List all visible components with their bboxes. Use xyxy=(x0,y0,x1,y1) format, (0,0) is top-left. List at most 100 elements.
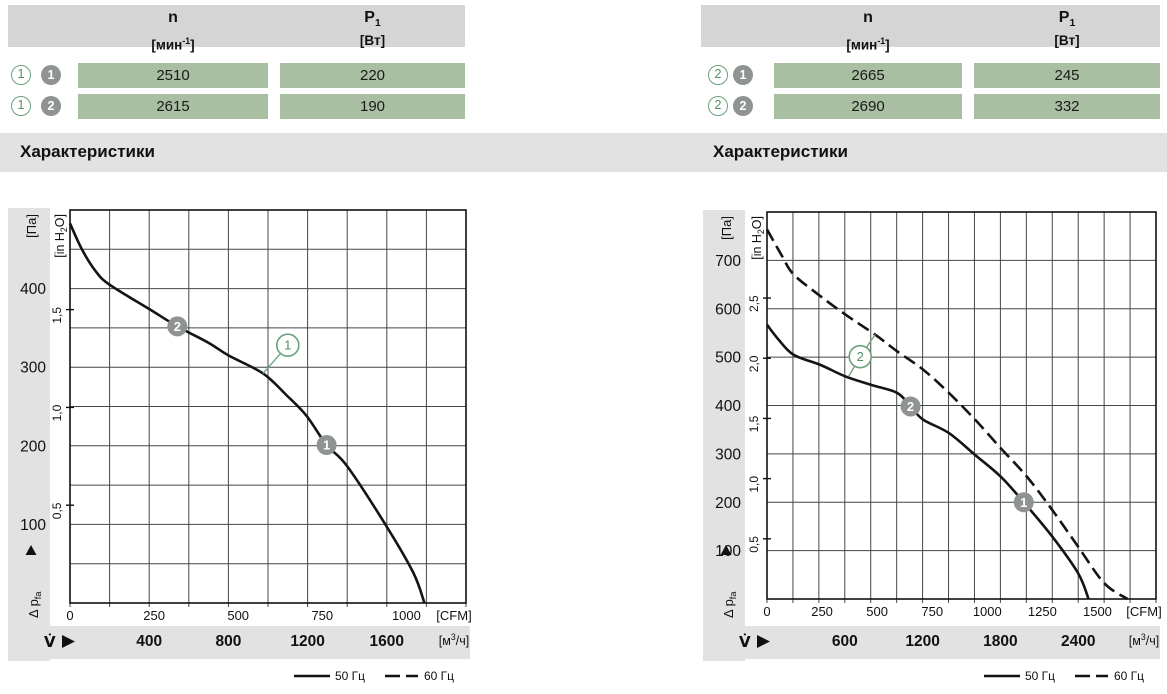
x-axis-tick-label-cfm: 0 xyxy=(66,608,73,623)
y-axis-tick-label-pa: 400 xyxy=(715,398,741,415)
y-axis-tick-label-pa: 500 xyxy=(715,350,741,367)
point-number-badge: 1 xyxy=(41,65,61,85)
operating-point-number: 2 xyxy=(174,319,181,334)
x-axis-unit-m3h: [м3/ч] xyxy=(1129,632,1159,648)
curve-number-badge: 1 xyxy=(11,96,31,116)
column-header-p1: P1 [Вт] xyxy=(280,8,465,49)
pressure-axis-symbol: Δ pfa xyxy=(26,591,43,618)
x-axis-tick-label-cfm: 500 xyxy=(866,604,888,619)
x-axis-tick-label-m3h: 800 xyxy=(215,633,241,650)
pressure-axis-arrow-icon xyxy=(720,545,732,555)
column-header-n-symbol: n xyxy=(168,9,178,26)
y-axis-tick-label-pa: 600 xyxy=(715,301,741,318)
table-header: n [мин-1] P1 [Вт] xyxy=(8,5,465,53)
x-axis-tick-label-cfm: 250 xyxy=(811,604,833,619)
curve-label-leader-line xyxy=(865,334,876,348)
y-axis-unit-pa: [Па] xyxy=(719,216,734,240)
x-axis-tick-label-m3h: 1800 xyxy=(983,633,1017,650)
pressure-axis-arrow-icon xyxy=(25,545,37,555)
curve-label-circle xyxy=(848,344,873,369)
y-axis-tick-label-inh2o: 0,5 xyxy=(50,502,64,519)
operating-point-marker xyxy=(1013,492,1034,513)
y-axis-unit-pa: [Па] xyxy=(24,214,39,238)
right-speed-power-table: n [мин-1] P1 [Вт] 2 1 2665 245 2 2 2690 … xyxy=(701,5,1160,125)
y-axis-label-strip xyxy=(703,210,745,661)
x-axis-tick-label-m3h: 1200 xyxy=(290,633,324,650)
y-axis-tick-label-pa: 200 xyxy=(715,495,741,512)
operating-point-marker xyxy=(167,316,188,337)
curve-number-badge: 1 xyxy=(11,65,31,85)
x-axis-tick-label-cfm: 750 xyxy=(311,608,333,623)
x-axis-tick-label-m3h: 1600 xyxy=(370,633,404,650)
x-axis-tick-label-cfm: 0 xyxy=(763,604,770,619)
n-value-cell: 2615 xyxy=(78,94,268,119)
x-axis-tick-label-m3h: 400 xyxy=(136,633,162,650)
x-axis-tick-label-cfm: 1000 xyxy=(392,608,421,623)
p1-value-cell: 245 xyxy=(974,63,1160,88)
y-axis-unit-inh2o: [in H2O] xyxy=(750,216,766,260)
column-header-p1-unit: [Вт] xyxy=(1054,33,1080,49)
plot-frame xyxy=(69,209,467,604)
p1-value-cell: 220 xyxy=(280,63,465,88)
column-header-p1-symbol: P1 xyxy=(1058,9,1076,30)
x-axis-tick-label-cfm: 250 xyxy=(143,608,165,623)
x-axis-unit-m3h: [м3/ч] xyxy=(439,632,469,648)
section-title-right: Характеристики xyxy=(713,142,848,161)
left-speed-power-table: n [мин-1] P1 [Вт] 1 1 2510 220 1 2 2615 … xyxy=(8,5,465,125)
column-header-n-unit: [мин-1] xyxy=(846,36,890,53)
x-axis-tick-label-cfm: 1250 xyxy=(1028,604,1057,619)
x-axis-label-strip xyxy=(703,626,1160,659)
operating-point-number: 1 xyxy=(1020,495,1027,510)
y-axis-tick-label-pa: 200 xyxy=(20,438,46,455)
x-axis-tick-label-cfm: 750 xyxy=(921,604,943,619)
x-axis-tick-label-m3h: 600 xyxy=(832,633,858,650)
y-axis-unit-inh2o: [in H2O] xyxy=(53,214,69,258)
p1-value-cell: 332 xyxy=(974,94,1160,119)
y-axis-tick-label-inh2o: 2,0 xyxy=(747,355,761,372)
n-value-cell: 2510 xyxy=(78,63,268,88)
x-axis-tick-label-m3h: 1200 xyxy=(905,633,939,650)
y-axis-tick-label-inh2o: 1,0 xyxy=(50,404,64,421)
x-axis-label-strip xyxy=(8,626,470,659)
column-header-n-symbol: n xyxy=(863,9,873,26)
x-axis-tick-label-cfm: 500 xyxy=(227,608,249,623)
column-header-p1-symbol: P1 xyxy=(364,9,381,30)
x-axis-unit-cfm: [CFM] xyxy=(1126,604,1161,619)
curve-label-number: 1 xyxy=(284,338,291,353)
table-row: 2 1 2665 245 xyxy=(701,63,1160,88)
x-axis-tick-label-cfm: 1000 xyxy=(973,604,1002,619)
left-characteristics-chart: 100 200 300 400 [Па] 0,5 1,0 1,5 [in H2O] 0 250 500… xyxy=(8,208,472,683)
operating-point-marker xyxy=(316,435,337,456)
point-number-badge: 2 xyxy=(41,96,61,116)
legend-label: 60 Гц xyxy=(424,669,454,683)
y-axis-tick-label-inh2o: 0,5 xyxy=(747,536,761,553)
curve-50hz xyxy=(68,222,426,604)
right-characteristics-chart: 100200300400500600700[Па]0,51,01,52,02,5… xyxy=(703,210,1162,683)
curve-60hz xyxy=(765,228,1129,601)
y-axis-tick-label-pa: 100 xyxy=(20,517,46,534)
p1-value-cell: 190 xyxy=(280,94,465,119)
x-axis-tick-label-cfm: 1500 xyxy=(1083,604,1112,619)
operating-point-number: 2 xyxy=(907,399,914,414)
point-number-badge: 2 xyxy=(733,96,753,116)
x-axis-tick-label-m3h: 2400 xyxy=(1061,633,1095,650)
column-header-n-unit: [мин-1] xyxy=(151,36,195,53)
curve-label-leader-line xyxy=(262,353,282,374)
table-header: n [мин-1] P1 [Вт] xyxy=(701,5,1160,53)
legend-label: 60 Гц xyxy=(1114,669,1144,683)
y-axis-tick-label-inh2o: 1,5 xyxy=(50,307,64,324)
flow-axis-arrow-icon xyxy=(757,635,770,648)
curve-label-number: 2 xyxy=(857,349,864,364)
column-header-p1-unit: [Вт] xyxy=(359,33,386,49)
flow-axis-symbol: V̇ xyxy=(739,632,751,651)
table-row: 1 2 2615 190 xyxy=(8,94,465,119)
y-axis-label-strip xyxy=(8,208,50,661)
point-number-badge: 1 xyxy=(733,65,753,85)
curve-label-circle xyxy=(275,333,300,357)
n-value-cell: 2665 xyxy=(774,63,962,88)
n-value-cell: 2690 xyxy=(774,94,962,119)
operating-point-number: 1 xyxy=(323,438,330,453)
y-axis-tick-label-inh2o: 1,5 xyxy=(747,415,761,432)
flow-axis-symbol: V̇ xyxy=(44,632,56,651)
